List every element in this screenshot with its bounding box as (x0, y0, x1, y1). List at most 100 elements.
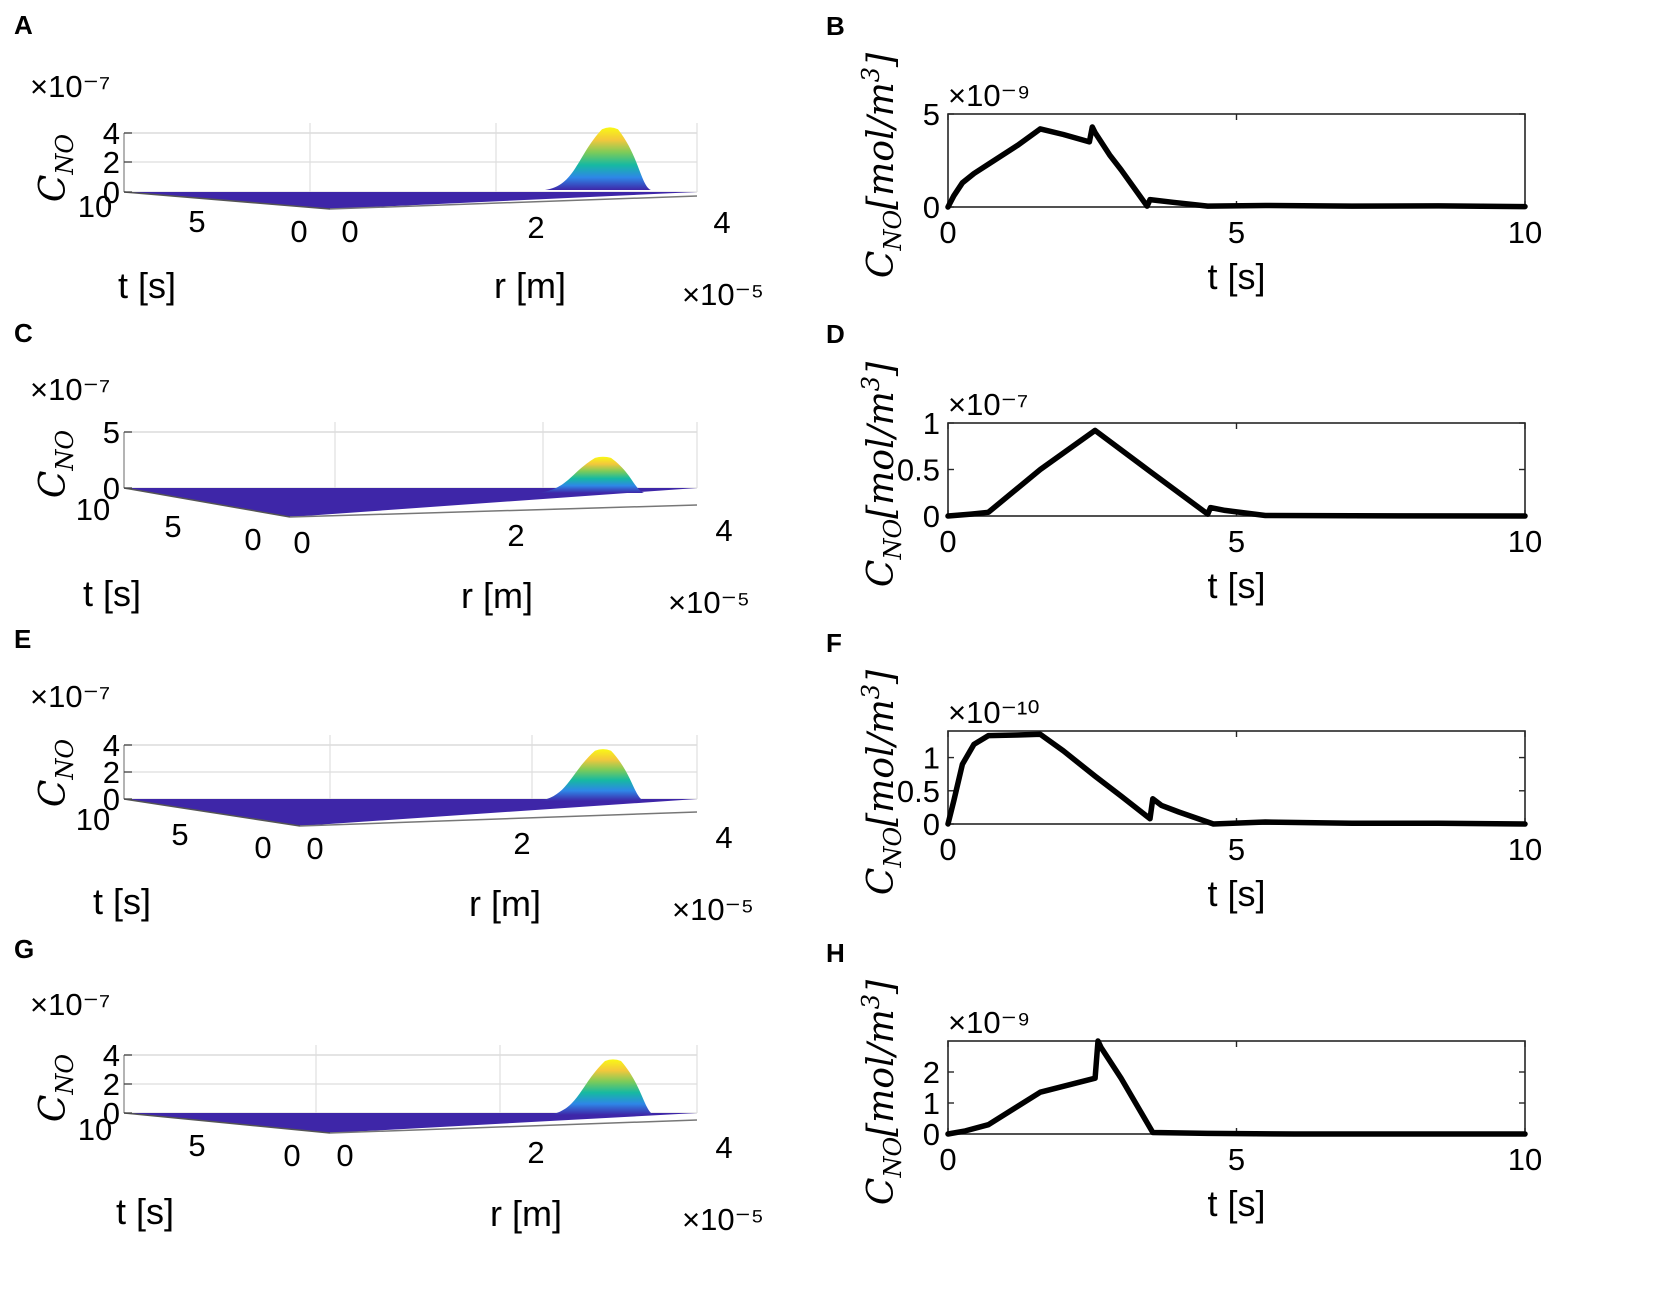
y-label-close: ] (861, 361, 902, 377)
x-tick-label: 5 (1228, 215, 1245, 250)
line-chart-d: D 0 5 10 0 0.5 1×10⁻⁷ t [s] CNO[mol/m3] (826, 319, 1542, 606)
x-tick-label: 0 (939, 524, 956, 559)
y-label-close: ] (861, 669, 902, 685)
z-axis-label: CNO (33, 739, 79, 808)
t-tick-label: 0 (254, 830, 271, 865)
r-tick-label: 0 (306, 831, 323, 866)
x-tick-label: 0 (939, 215, 956, 250)
r-axis-multiplier: ×10⁻⁵ (682, 1202, 764, 1237)
t-axis-line (123, 798, 301, 827)
panel-letter-a: A (14, 10, 33, 40)
x-axis-label: t [s] (1207, 873, 1265, 914)
y-label-main: C (861, 251, 902, 279)
x-tick-label: 10 (1508, 215, 1542, 250)
y-label-units: [mol/m (861, 699, 902, 827)
z-tick-label: 0 (103, 471, 120, 506)
t-axis-line (123, 1112, 331, 1134)
z-axis-multiplier: ×10⁻⁷ (30, 69, 110, 104)
y-label-main: C (861, 1178, 902, 1206)
y-label-close: ] (861, 979, 902, 995)
y-axis-label: CNO[mol/m3] (857, 52, 907, 278)
y-tick-label: 0 (923, 190, 940, 225)
x-axis-label: t [s] (1207, 565, 1265, 606)
y-tick-label: 0 (923, 499, 940, 534)
y-label-units: [mol/m (861, 82, 902, 210)
panel-letter-d: D (826, 319, 845, 349)
t-tick-label: 5 (188, 204, 205, 239)
y-tick-label: 0.5 (897, 453, 940, 488)
r-tick-label: 4 (715, 513, 732, 548)
y-label-power: 3 (857, 994, 885, 1009)
z-axis-label: CNO (33, 134, 79, 203)
y-axis-multiplier: ×10⁻⁷ (948, 387, 1028, 422)
plot-frame (947, 422, 1526, 517)
t-tick-label: 5 (171, 817, 188, 852)
y-tick-label: 0 (923, 1117, 940, 1152)
z-tick-label: 4 (103, 728, 120, 763)
t-tick-label: 10 (78, 189, 112, 224)
panel-letter-g: G (14, 934, 34, 964)
r-tick-label: 0 (341, 214, 358, 249)
r-axis-line (329, 195, 698, 210)
x-tick-label: 5 (1228, 524, 1245, 559)
panel-letter-f: F (826, 628, 842, 658)
plot-frame (947, 1040, 1526, 1135)
t-axis-label: t [s] (93, 881, 151, 922)
y-axis-multiplier: ×10⁻¹⁰ (948, 695, 1040, 730)
panel-letter-c: C (14, 318, 33, 348)
y-axis-multiplier: ×10⁻⁹ (948, 78, 1030, 113)
t-axis-label: t [s] (83, 573, 141, 614)
r-tick-label: 2 (507, 518, 524, 553)
series-line-b (945, 124, 1528, 210)
t-tick-label: 5 (188, 1128, 205, 1163)
z-label-subscript: NO (51, 134, 79, 176)
z-tick-label: 2 (103, 1067, 120, 1102)
z-tick-label: 2 (103, 145, 120, 180)
r-axis-multiplier: ×10⁻⁵ (672, 892, 754, 927)
r-tick-label: 2 (527, 210, 544, 245)
surface-floor (124, 799, 697, 826)
r-tick-label: 0 (336, 1138, 353, 1173)
t-tick-label: 5 (164, 509, 181, 544)
t-axis-line (123, 191, 331, 210)
y-axis-label: CNO[mol/m3] (857, 361, 907, 587)
t-axis-label: t [s] (116, 1191, 174, 1232)
z-label-main: C (33, 1095, 74, 1123)
r-axis-label: r [m] (494, 265, 566, 306)
z-axis-label: CNO (33, 430, 79, 499)
y-axis-label: CNO[mol/m3] (857, 669, 907, 895)
z-tick-label: 2 (103, 755, 120, 790)
y-tick-label: 0.5 (897, 774, 940, 809)
surface-peak (548, 1059, 654, 1115)
plot-frame (947, 730, 1526, 825)
z-tick-label: 5 (103, 415, 120, 450)
z-label-subscript: NO (51, 430, 79, 472)
z-axis-multiplier: ×10⁻⁷ (30, 372, 110, 407)
t-axis-line (123, 487, 291, 518)
x-axis-label: t [s] (1207, 256, 1265, 297)
y-label-subscript: NO (879, 519, 907, 561)
z-tick-label: 4 (103, 116, 120, 151)
r-axis-multiplier: ×10⁻⁵ (668, 585, 750, 620)
r-axis-label: r [m] (469, 883, 541, 924)
surface-floor (124, 192, 697, 209)
y-tick-label: 1 (923, 741, 940, 776)
surface-floor (124, 1113, 697, 1133)
x-tick-label: 0 (939, 1142, 956, 1177)
surface-peak (538, 456, 644, 493)
panel-letter-e: E (14, 624, 31, 654)
surface-peak (545, 127, 651, 190)
y-label-subscript: NO (879, 827, 907, 869)
x-tick-label: 5 (1228, 1142, 1245, 1177)
y-label-units: [mol/m (861, 1009, 902, 1137)
y-tick-label: 1 (923, 406, 940, 441)
x-tick-label: 10 (1508, 524, 1542, 559)
r-tick-label: 2 (513, 826, 530, 861)
